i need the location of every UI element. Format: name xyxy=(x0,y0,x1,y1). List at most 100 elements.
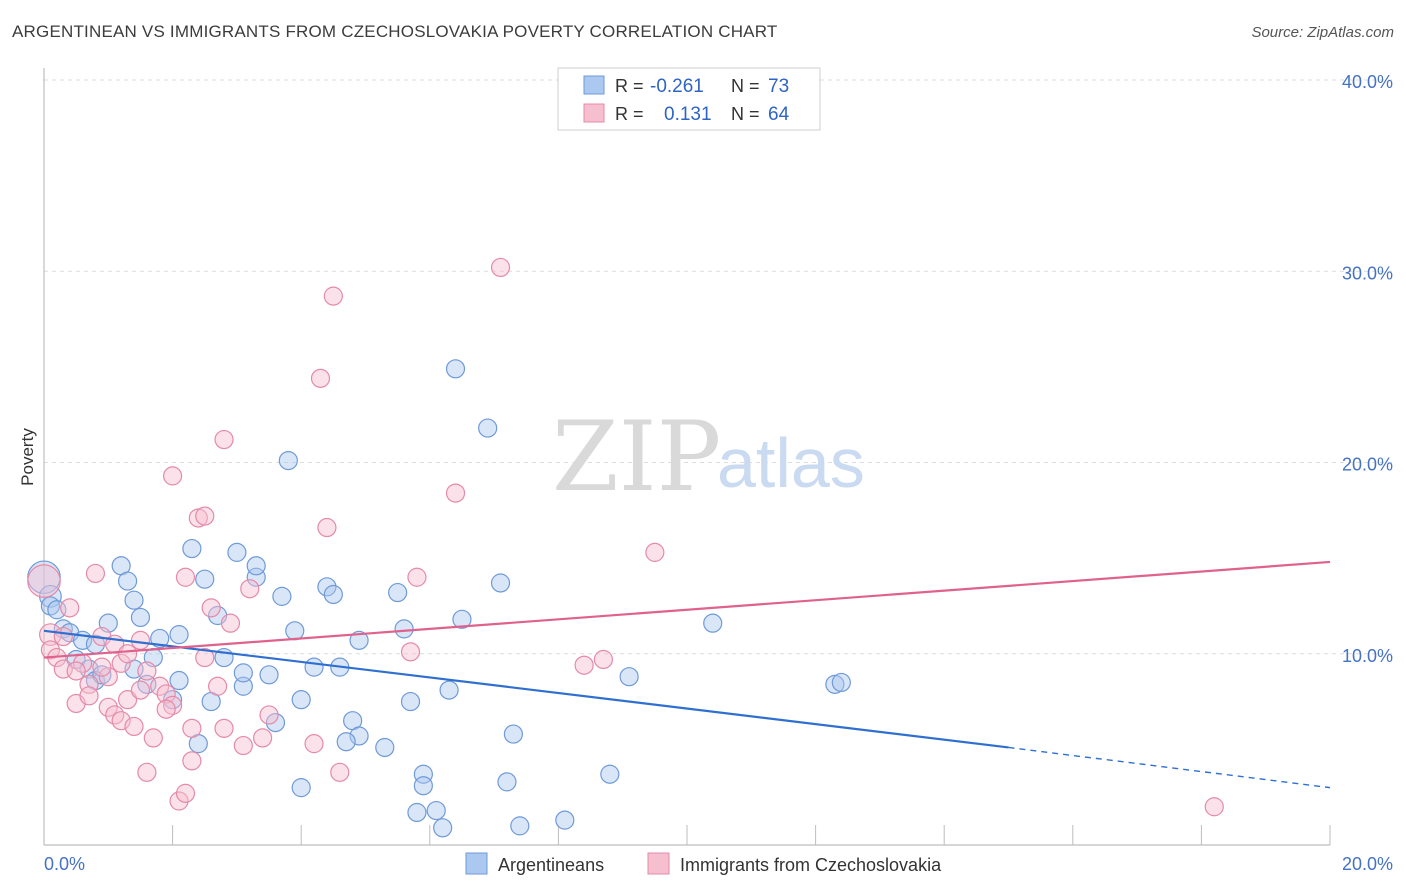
legend-n-value-blue: 73 xyxy=(768,76,789,97)
point-argentinean xyxy=(375,737,395,758)
chart-title: ARGENTINEAN VS IMMIGRANTS FROM CZECHOSLO… xyxy=(12,22,778,41)
point-czechoslovakia xyxy=(593,649,614,670)
point-argentinean xyxy=(265,712,286,733)
point-czechoslovakia xyxy=(111,653,131,673)
point-argentinean xyxy=(452,609,472,629)
point-czechoslovakia xyxy=(60,598,80,618)
point-argentinean xyxy=(703,613,723,633)
point-czechoslovakia xyxy=(66,661,86,681)
point-argentinean xyxy=(497,772,517,792)
point-argentinean xyxy=(600,764,620,784)
point-argentinean xyxy=(291,690,311,710)
point-czechoslovakia xyxy=(253,728,273,748)
point-argentinean xyxy=(246,567,266,587)
point-argentinean xyxy=(433,818,453,838)
legend-r-label-blue: R = xyxy=(615,76,644,96)
legend-item-swatch-argentineans xyxy=(465,852,488,875)
legend-n-label-blue: N = xyxy=(731,76,760,96)
chart-source: Source: ZipAtlas.com xyxy=(1251,24,1394,41)
y-tick-labels: 10.0% 20.0% 30.0% 40.0% xyxy=(1342,72,1393,666)
y-tick-label: 30.0% xyxy=(1342,263,1393,283)
trend-lines xyxy=(43,560,1331,789)
series-czechoslovakia xyxy=(27,257,1224,817)
point-czechoslovakia xyxy=(323,286,343,306)
legend-r-label-pink: R = xyxy=(615,104,644,124)
point-argentinean xyxy=(272,586,292,606)
point-argentinean xyxy=(503,724,523,744)
point-argentinean xyxy=(227,542,247,562)
point-czechoslovakia xyxy=(220,613,241,633)
x-tick-label-start: 0.0% xyxy=(44,854,85,874)
point-argentinean xyxy=(555,810,575,830)
legend-item-swatch-czechoslovakia xyxy=(647,852,670,875)
point-argentinean xyxy=(233,663,253,683)
point-argentinean xyxy=(130,607,151,628)
point-argentinean xyxy=(117,571,138,591)
point-czechoslovakia xyxy=(1204,797,1224,817)
point-argentinean xyxy=(233,676,253,696)
point-argentinean xyxy=(278,450,298,471)
point-argentinean xyxy=(426,800,446,821)
watermark: ZIP atlas xyxy=(552,401,865,513)
point-argentinean xyxy=(169,625,189,645)
point-argentinean xyxy=(400,691,421,712)
point-argentinean xyxy=(388,582,408,603)
point-czechoslovakia xyxy=(201,598,221,618)
point-czechoslovakia xyxy=(130,630,151,650)
point-czechoslovakia xyxy=(195,647,215,668)
point-argentinean xyxy=(291,778,311,798)
point-argentinean xyxy=(619,667,639,687)
point-argentinean xyxy=(407,802,427,823)
point-argentinean xyxy=(169,670,189,691)
series-legend: Argentineans Immigrants from Czechoslova… xyxy=(465,852,942,875)
point-czechoslovakia xyxy=(124,716,144,737)
point-czechoslovakia xyxy=(117,690,138,710)
y-tick-label: 10.0% xyxy=(1342,646,1393,666)
point-czechoslovakia xyxy=(645,542,665,562)
point-argentinean xyxy=(195,569,215,589)
point-czechoslovakia xyxy=(27,564,61,598)
point-czechoslovakia xyxy=(117,644,138,664)
point-argentinean xyxy=(510,816,530,836)
point-czechoslovakia xyxy=(182,751,202,771)
watermark-atlas: atlas xyxy=(717,424,865,502)
point-czechoslovakia xyxy=(137,661,157,681)
legend-n-label-pink: N = xyxy=(731,104,760,124)
legend-swatch-pink xyxy=(583,103,605,123)
point-czechoslovakia xyxy=(175,783,196,803)
point-argentinean xyxy=(317,577,337,597)
point-czechoslovakia xyxy=(92,657,112,677)
point-argentinean xyxy=(285,621,305,641)
y-tick-label: 40.0% xyxy=(1342,72,1393,92)
point-czechoslovakia xyxy=(53,626,73,647)
y-axis-label: Poverty xyxy=(18,428,37,486)
gridlines xyxy=(44,79,1393,655)
point-czechoslovakia xyxy=(98,667,118,687)
point-czechoslovakia xyxy=(490,257,511,278)
point-czechoslovakia xyxy=(445,483,466,503)
point-czechoslovakia xyxy=(40,640,61,660)
point-czechoslovakia xyxy=(195,506,215,526)
point-czechoslovakia xyxy=(310,368,331,388)
point-czechoslovakia xyxy=(130,680,151,700)
point-czechoslovakia xyxy=(214,429,234,450)
point-czechoslovakia xyxy=(163,466,183,486)
point-czechoslovakia xyxy=(175,567,196,587)
point-argentinean xyxy=(394,619,414,639)
point-czechoslovakia xyxy=(169,791,189,811)
point-argentinean xyxy=(349,630,369,650)
point-czechoslovakia xyxy=(317,517,337,538)
point-argentinean xyxy=(304,657,324,677)
watermark-zip: ZIP xyxy=(552,401,721,513)
point-czechoslovakia xyxy=(407,567,427,587)
point-argentinean xyxy=(182,538,202,559)
point-argentinean xyxy=(478,418,498,438)
stats-legend: R = -0.261 N = 73 R = 0.131 N = 64 xyxy=(557,67,821,131)
point-czechoslovakia xyxy=(400,642,421,662)
point-czechoslovakia xyxy=(214,718,234,738)
point-czechoslovakia xyxy=(208,676,228,696)
point-argentinean xyxy=(336,732,356,752)
legend-r-value-blue: -0.261 xyxy=(650,76,704,97)
point-czechoslovakia xyxy=(156,684,176,704)
